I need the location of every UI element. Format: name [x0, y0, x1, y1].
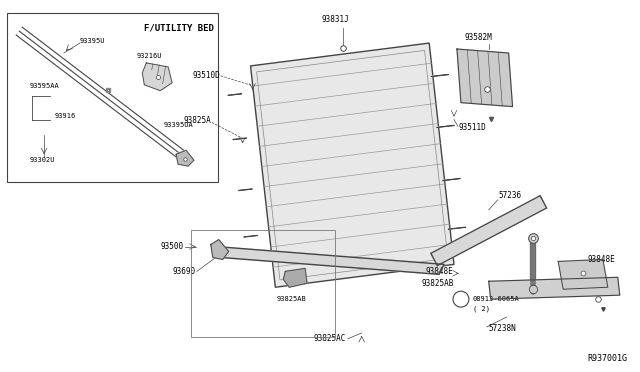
Bar	[191, 230, 335, 337]
Polygon shape	[457, 49, 513, 107]
Text: ( 2): ( 2)	[473, 306, 490, 312]
Polygon shape	[176, 150, 194, 166]
Text: 93848E: 93848E	[588, 255, 616, 264]
Text: 93510D: 93510D	[192, 71, 220, 80]
Bar	[7, 13, 218, 182]
Polygon shape	[211, 240, 228, 259]
Text: 93831J: 93831J	[322, 15, 349, 24]
Text: 93511D: 93511D	[459, 123, 486, 132]
Circle shape	[453, 291, 469, 307]
Text: N: N	[459, 296, 463, 302]
Polygon shape	[431, 74, 449, 77]
Polygon shape	[239, 189, 252, 190]
Polygon shape	[436, 125, 454, 127]
Polygon shape	[558, 259, 608, 289]
Text: 93825A: 93825A	[183, 116, 211, 125]
Polygon shape	[284, 268, 307, 287]
Polygon shape	[142, 63, 172, 91]
Text: 93395U: 93395U	[80, 38, 106, 44]
Text: 93595AA: 93595AA	[29, 83, 59, 89]
Text: 93302U: 93302U	[29, 157, 54, 163]
Polygon shape	[228, 94, 242, 95]
Text: 93916: 93916	[55, 113, 76, 119]
Text: 93825AB: 93825AB	[276, 296, 306, 302]
Text: 93216U: 93216U	[136, 53, 162, 59]
Polygon shape	[448, 227, 466, 229]
Text: F/UTILITY BED: F/UTILITY BED	[144, 23, 214, 32]
Polygon shape	[250, 43, 454, 287]
Text: 57238N: 57238N	[489, 324, 516, 333]
Text: 93395UA: 93395UA	[163, 122, 193, 128]
Text: 93825AC: 93825AC	[314, 334, 346, 343]
Text: 93848E: 93848E	[425, 267, 453, 276]
Polygon shape	[216, 247, 444, 274]
Polygon shape	[431, 196, 547, 266]
Polygon shape	[443, 179, 460, 180]
Polygon shape	[489, 277, 620, 299]
Text: 93582M: 93582M	[465, 33, 493, 42]
Text: R937001G: R937001G	[588, 354, 628, 363]
Text: 93500: 93500	[161, 242, 184, 251]
Text: 08913-6065A: 08913-6065A	[473, 296, 520, 302]
Text: 57236: 57236	[499, 192, 522, 201]
Text: 93825AB: 93825AB	[422, 279, 454, 288]
Polygon shape	[233, 138, 246, 140]
Text: 93690: 93690	[173, 267, 196, 276]
Polygon shape	[244, 235, 257, 237]
